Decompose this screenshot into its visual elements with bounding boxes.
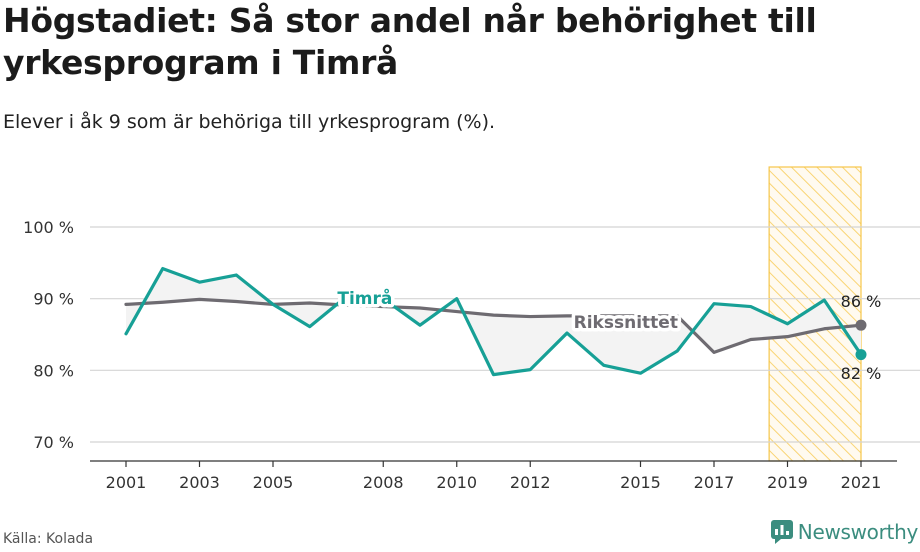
y-tick-label: 70 % bbox=[33, 433, 74, 452]
x-tick-label: 2021 bbox=[841, 473, 882, 492]
x-tick-label: 2017 bbox=[694, 473, 735, 492]
x-tick-label: 2003 bbox=[179, 473, 220, 492]
y-tick-label: 90 % bbox=[33, 290, 74, 309]
chart-title-line-1: Högstadiet: Så stor andel når behörighet… bbox=[3, 1, 817, 40]
x-tick-label: 2015 bbox=[620, 473, 661, 492]
end-point-timra bbox=[855, 349, 867, 361]
end-label-timra: 82 % bbox=[841, 364, 882, 383]
chart-title: Högstadiet: Så stor andel når behörighet… bbox=[3, 0, 903, 84]
difference-area bbox=[126, 268, 861, 375]
source-note: Källa: Kolada bbox=[3, 531, 94, 547]
x-tick-label: 2012 bbox=[510, 473, 551, 492]
chart-subtitle: Elever i åk 9 som är behöriga till yrkes… bbox=[3, 111, 496, 133]
x-tick-label: 2005 bbox=[253, 473, 294, 492]
brand-logo: Newsworthy bbox=[770, 520, 919, 544]
x-tick-label: 2019 bbox=[767, 473, 808, 492]
end-label-rikssnittet: 86 % bbox=[841, 292, 882, 311]
y-tick-label: 100 % bbox=[23, 218, 74, 237]
x-tick-label: 2008 bbox=[363, 473, 404, 492]
series-label-rikssnittet: Rikssnittet bbox=[574, 313, 678, 333]
newsworthy-logo-icon bbox=[770, 520, 793, 544]
line-chart: 70 % 80 % 90 % 100 % 2001 2003 2005 2008 2010 201… bbox=[23, 166, 920, 492]
series-line-rikssnittet bbox=[124, 297, 863, 355]
series-line-timr bbox=[124, 266, 863, 377]
x-tick-label: 2010 bbox=[436, 473, 477, 492]
brand-name: Newsworthy bbox=[797, 520, 919, 544]
chart-title-line-2: yrkesprogram i Timrå bbox=[3, 43, 399, 82]
series-label-timra: Timrå bbox=[337, 287, 392, 309]
x-tick-label: 2001 bbox=[106, 473, 147, 492]
end-point-rikssnittet bbox=[855, 319, 867, 331]
y-tick-label: 80 % bbox=[33, 361, 74, 380]
